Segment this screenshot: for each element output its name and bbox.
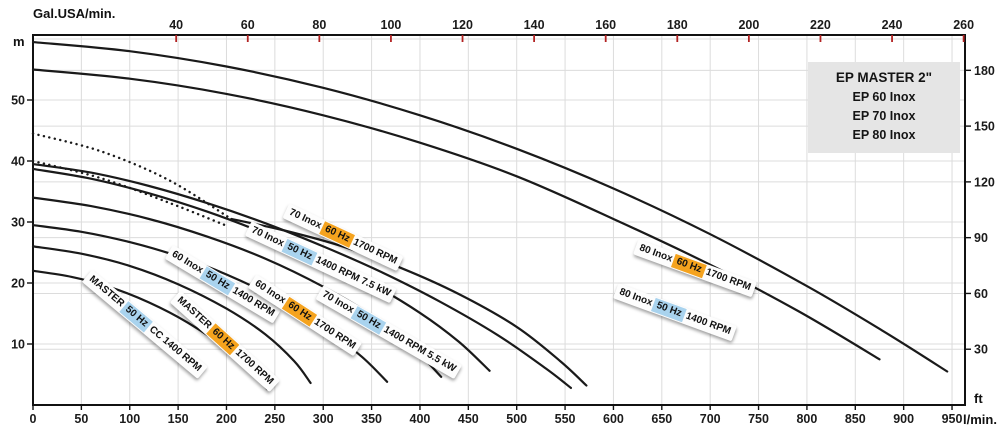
pump-curve-70-inox-60hz-dotted bbox=[31, 132, 233, 221]
bottom-axis-tick-label: 350 bbox=[361, 412, 382, 426]
bottom-axis-tick-label: 250 bbox=[264, 412, 285, 426]
bottom-axis-tick-label: 750 bbox=[748, 412, 769, 426]
left-axis-tick-label: 30 bbox=[11, 216, 25, 230]
right-axis-tick-label: 120 bbox=[974, 175, 995, 189]
right-axis-tick-label: 90 bbox=[974, 231, 988, 245]
bottom-axis-tick-label: 950 bbox=[942, 412, 963, 426]
bottom-axis-tick-label: 900 bbox=[893, 412, 914, 426]
right-axis-tick-label: 30 bbox=[974, 343, 988, 357]
bottom-axis-unit-label: l/min. bbox=[963, 412, 997, 427]
bottom-axis-tick-label: 700 bbox=[700, 412, 721, 426]
top-axis-tick-label: 260 bbox=[953, 18, 974, 32]
bottom-axis-tick-label: 550 bbox=[555, 412, 576, 426]
pump-curve-80-inox-60hz bbox=[31, 40, 949, 373]
legend-item-ep60: EP 60 Inox bbox=[852, 90, 916, 104]
pump-curve-master-60hz bbox=[31, 245, 312, 385]
right-axis-unit-label: ft bbox=[974, 391, 983, 406]
left-axis-unit-label: m bbox=[13, 34, 25, 49]
bottom-axis-tick-label: 150 bbox=[168, 412, 189, 426]
left-axis-tick-label: 40 bbox=[11, 155, 25, 169]
bottom-axis-tick-label: 100 bbox=[119, 412, 140, 426]
left-axis-tick-label: 50 bbox=[11, 94, 25, 108]
top-axis-tick-label: 220 bbox=[810, 18, 831, 32]
bottom-axis-tick-label: 50 bbox=[74, 412, 88, 426]
top-axis-tick-label: 60 bbox=[241, 18, 255, 32]
top-axis-tick-label: 100 bbox=[381, 18, 402, 32]
top-axis-tick-label: 80 bbox=[312, 18, 326, 32]
bottom-axis-tick-label: 200 bbox=[216, 412, 237, 426]
legend-title: EP MASTER 2" bbox=[835, 70, 933, 85]
legend-item-ep80: EP 80 Inox bbox=[852, 127, 916, 142]
bottom-axis-tick-label: 450 bbox=[458, 412, 479, 426]
top-axis-tick-label: 240 bbox=[882, 18, 903, 32]
pump-curve-70-inox-50hz-5-5kw bbox=[31, 167, 491, 372]
bottom-axis-tick-label: 500 bbox=[506, 412, 527, 426]
right-axis-tick-label: 180 bbox=[974, 64, 995, 78]
bottom-axis-tick-label: 400 bbox=[410, 412, 431, 426]
left-axis-tick-label: 20 bbox=[11, 277, 25, 291]
plot-border bbox=[32, 34, 966, 406]
pump-curve-80-inox-50hz bbox=[31, 68, 881, 361]
top-axis-tick-label: 140 bbox=[524, 18, 545, 32]
right-axis-tick-label: 60 bbox=[974, 287, 988, 301]
legend-box: EP MASTER 2" EP 60 Inox EP 70 Inox EP 80… bbox=[808, 62, 960, 154]
left-axis-tick-label: 10 bbox=[11, 338, 25, 352]
bottom-axis-tick-label: 850 bbox=[845, 412, 866, 426]
top-axis-unit-label: Gal.USA/min. bbox=[33, 6, 116, 21]
bottom-axis-tick-label: 600 bbox=[603, 412, 624, 426]
bottom-axis-tick-label: 650 bbox=[651, 412, 672, 426]
top-axis-tick-label: 120 bbox=[452, 18, 473, 32]
bottom-axis-tick-label: 800 bbox=[796, 412, 817, 426]
top-axis-tick-label: 200 bbox=[738, 18, 759, 32]
pump-curve-70-inox-50hz-7-5kw bbox=[31, 162, 572, 389]
bottom-axis-tick-label: 0 bbox=[30, 412, 37, 426]
legend-item-ep70: EP 70 Inox bbox=[852, 108, 916, 123]
right-axis-tick-label: 150 bbox=[974, 120, 995, 134]
top-axis-tick-label: 40 bbox=[169, 18, 183, 32]
top-axis-tick-label: 160 bbox=[595, 18, 616, 32]
bottom-axis-tick-label: 300 bbox=[313, 412, 334, 426]
top-axis-tick-label: 180 bbox=[667, 18, 688, 32]
